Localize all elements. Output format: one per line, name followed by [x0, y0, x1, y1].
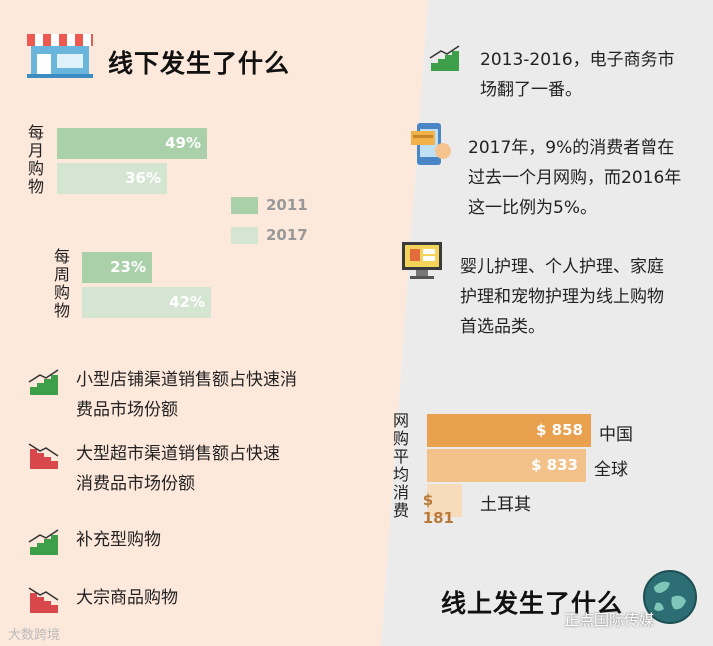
- bar-2011: 23%: [82, 252, 152, 283]
- trend-up-icon: [28, 369, 60, 399]
- right-item-line: 这一比例为5%。: [468, 198, 597, 218]
- left-title: 线下发生了什么: [108, 49, 291, 78]
- bar-value-label: 42%: [169, 293, 205, 311]
- spend-axis-label: 网购平均消费: [392, 412, 410, 520]
- right-item-line: 场翻了一番。: [480, 80, 582, 100]
- shop-icon: [27, 30, 93, 78]
- legend-label-2011: 2011: [266, 196, 308, 214]
- right-item-line: 首选品类。: [460, 317, 545, 337]
- right-item-line: 过去一个月网购，而2016年: [468, 168, 682, 188]
- online-store-icon: [400, 240, 446, 284]
- left-item-line: 小型店铺渠道销售额占快速消: [76, 370, 297, 390]
- left-item-text: 补充型购物: [76, 525, 161, 555]
- trend-up-icon: [28, 529, 60, 559]
- globe-icon: [642, 569, 698, 625]
- left-item-text: 大型超市渠道销售额占快速 消费品市场份额: [76, 439, 280, 499]
- right-item-line: 婴儿护理、个人护理、家庭: [460, 257, 664, 277]
- spend-axis-char: 网: [392, 411, 409, 430]
- group-label-char: 每: [53, 247, 70, 266]
- group-label-char: 购: [53, 283, 70, 302]
- bar-2017: 42%: [82, 287, 211, 318]
- legend: 2011 2017: [231, 196, 308, 244]
- bar-value-label: 23%: [110, 258, 146, 276]
- group-label-char: 物: [53, 301, 70, 320]
- trend-down-icon: [28, 587, 60, 617]
- right-item-line: 2013-2016，电子商务市: [480, 50, 675, 70]
- legend-swatch-2017: [231, 226, 258, 244]
- spend-country-label: 土耳其: [480, 495, 531, 515]
- left-item-line: 费品市场份额: [76, 400, 178, 420]
- spend-value-label: $ 858: [536, 421, 583, 439]
- mobile-payment-icon: [409, 121, 455, 171]
- spend-country-label: 中国: [599, 425, 633, 445]
- watermark-left: 大数跨境: [8, 628, 61, 643]
- right-item-line: 护理和宠物护理为线上购物: [460, 287, 664, 307]
- left-item-line: 补充型购物: [76, 530, 161, 550]
- right-item-text: 2013-2016，电子商务市 场翻了一番。: [480, 45, 675, 105]
- spend-bar: $ 181: [423, 484, 462, 527]
- spend-value-label: $ 833: [531, 456, 578, 474]
- spend-axis-char: 均: [392, 465, 409, 484]
- trend-up-icon: [429, 45, 461, 75]
- spend-country-label: 全球: [594, 460, 628, 480]
- group-label-char: 物: [27, 177, 44, 196]
- legend-label-2017: 2017: [266, 226, 308, 244]
- spend-axis-char: 费: [392, 501, 409, 520]
- left-item-text: 大宗商品购物: [76, 583, 178, 613]
- spend-bar: $ 858: [427, 414, 591, 447]
- group-label: 每周购物: [53, 248, 71, 320]
- spend-axis-char: 平: [392, 447, 409, 466]
- bar-value-label: 49%: [165, 134, 201, 152]
- spend-axis-char: 消: [392, 483, 409, 502]
- bar-2011: 49%: [57, 128, 207, 159]
- group-label-char: 每: [27, 123, 44, 142]
- bar-2017: 36%: [57, 163, 167, 194]
- watermark-right: 正点国际传媒: [564, 611, 655, 629]
- group-label-char: 周: [53, 265, 70, 284]
- left-item-text: 小型店铺渠道销售额占快速消 费品市场份额: [76, 365, 297, 425]
- right-title: 线上发生了什么: [441, 589, 624, 618]
- spend-axis-char: 购: [392, 429, 409, 448]
- spend-bar: $ 833: [427, 449, 586, 482]
- bar-value-label: 36%: [125, 169, 161, 187]
- legend-swatch-2011: [231, 196, 258, 214]
- right-item-text: 2017年，9%的消费者曾在 过去一个月网购，而2016年 这一比例为5%。: [468, 133, 681, 223]
- group-label-char: 月: [27, 141, 44, 160]
- group-label-char: 购: [27, 159, 44, 178]
- trend-down-icon: [28, 443, 60, 473]
- left-item-line: 大宗商品购物: [76, 588, 178, 608]
- spend-value-label: $ 181: [422, 491, 454, 527]
- right-item-text: 婴儿护理、个人护理、家庭 护理和宠物护理为线上购物 首选品类。: [460, 252, 664, 342]
- left-item-line: 消费品市场份额: [76, 474, 195, 494]
- left-item-line: 大型超市渠道销售额占快速: [76, 444, 280, 464]
- right-item-line: 2017年，9%的消费者曾在: [468, 138, 675, 158]
- group-label: 每月购物: [27, 124, 45, 196]
